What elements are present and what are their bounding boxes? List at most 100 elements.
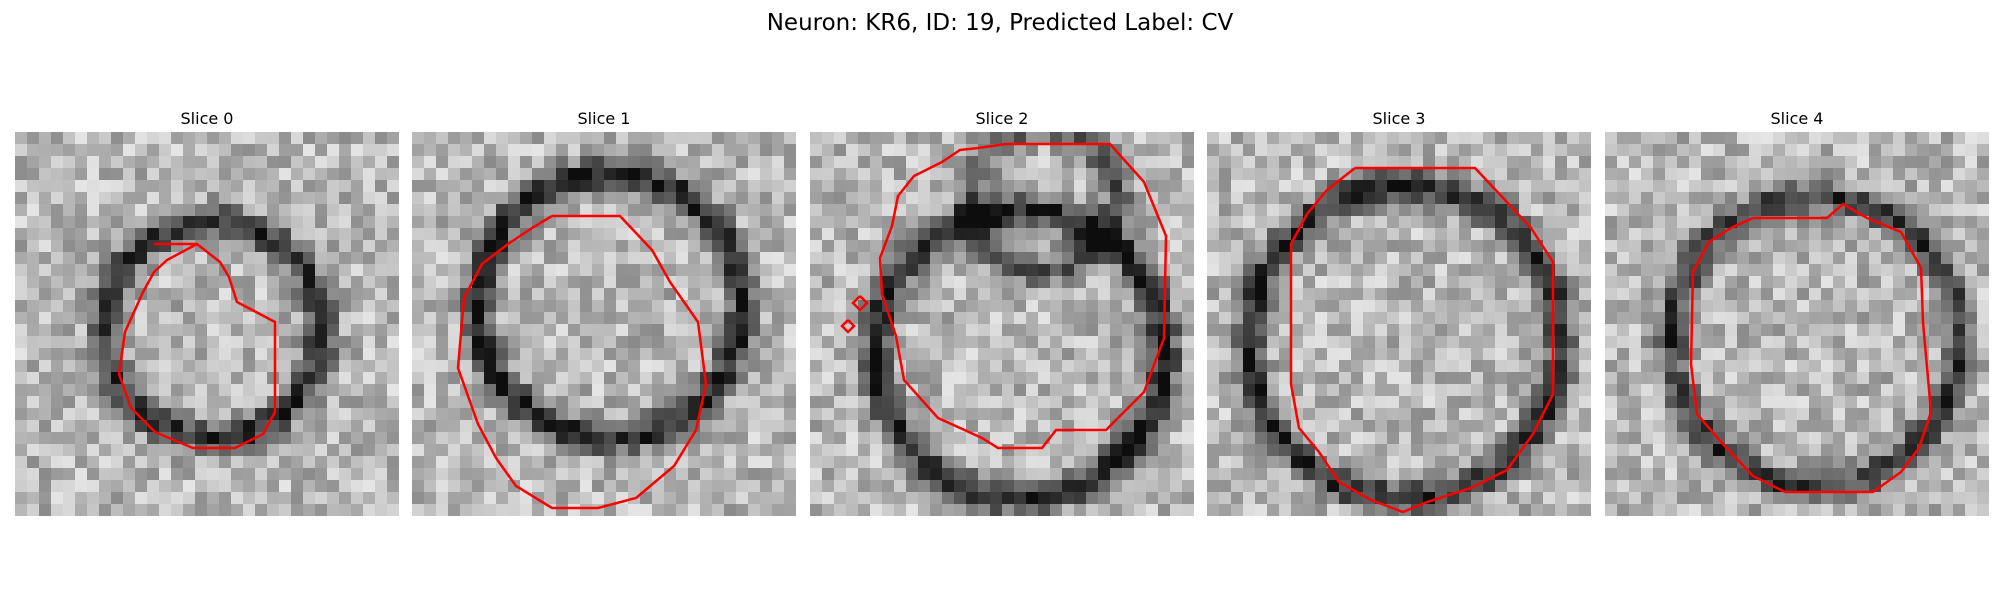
image-pixel bbox=[1869, 432, 1882, 445]
image-pixel bbox=[592, 180, 605, 193]
image-pixel bbox=[1773, 360, 1786, 373]
image-pixel bbox=[966, 276, 979, 289]
image-pixel bbox=[63, 312, 76, 325]
image-pixel bbox=[906, 156, 919, 169]
image-pixel bbox=[966, 288, 979, 301]
image-pixel bbox=[1423, 240, 1436, 253]
image-pixel bbox=[183, 180, 196, 193]
image-pixel bbox=[219, 456, 232, 469]
image-pixel bbox=[1833, 132, 1846, 145]
image-pixel bbox=[784, 480, 796, 493]
image-pixel bbox=[544, 156, 557, 169]
image-pixel bbox=[472, 384, 485, 397]
image-pixel bbox=[1219, 348, 1232, 361]
image-pixel bbox=[882, 396, 895, 409]
image-pixel bbox=[387, 204, 399, 217]
image-pixel bbox=[1267, 336, 1280, 349]
image-pixel bbox=[1701, 180, 1714, 193]
image-pixel bbox=[954, 348, 967, 361]
image-pixel bbox=[123, 276, 136, 289]
image-pixel bbox=[279, 240, 292, 253]
image-pixel bbox=[1447, 156, 1460, 169]
image-pixel bbox=[183, 300, 196, 313]
image-pixel bbox=[363, 276, 376, 289]
image-pixel bbox=[712, 468, 725, 481]
image-pixel bbox=[652, 492, 665, 505]
image-pixel bbox=[1965, 408, 1978, 421]
image-pixel bbox=[1869, 192, 1882, 205]
image-pixel bbox=[327, 372, 340, 385]
image-pixel bbox=[1641, 360, 1654, 373]
image-pixel bbox=[520, 288, 533, 301]
image-pixel bbox=[1122, 408, 1135, 421]
image-pixel bbox=[1677, 324, 1690, 337]
image-pixel bbox=[472, 504, 485, 516]
image-pixel bbox=[39, 336, 52, 349]
image-pixel bbox=[243, 480, 256, 493]
image-pixel bbox=[279, 312, 292, 325]
image-pixel bbox=[1641, 228, 1654, 241]
image-pixel bbox=[387, 264, 399, 277]
image-pixel bbox=[63, 168, 76, 181]
image-pixel bbox=[1110, 468, 1123, 481]
image-pixel bbox=[1243, 300, 1256, 313]
image-pixel bbox=[1002, 372, 1015, 385]
image-pixel bbox=[640, 192, 653, 205]
image-pixel bbox=[628, 168, 641, 181]
image-pixel bbox=[267, 372, 280, 385]
image-pixel bbox=[1785, 252, 1798, 265]
image-pixel bbox=[846, 324, 859, 337]
image-pixel bbox=[1929, 252, 1942, 265]
image-pixel bbox=[1182, 132, 1194, 145]
image-pixel bbox=[460, 324, 473, 337]
image-pixel bbox=[135, 444, 148, 457]
image-pixel bbox=[1471, 216, 1484, 229]
image-pixel bbox=[1665, 240, 1678, 253]
image-pixel bbox=[676, 312, 689, 325]
image-pixel bbox=[1098, 360, 1111, 373]
image-pixel bbox=[942, 468, 955, 481]
image-pixel bbox=[1459, 204, 1472, 217]
image-pixel bbox=[1423, 132, 1436, 145]
image-pixel bbox=[1062, 216, 1075, 229]
image-pixel bbox=[472, 300, 485, 313]
image-pixel bbox=[1893, 408, 1906, 421]
image-pixel bbox=[760, 276, 773, 289]
image-pixel bbox=[231, 252, 244, 265]
image-pixel bbox=[1267, 384, 1280, 397]
image-pixel bbox=[1411, 144, 1424, 157]
image-pixel bbox=[1471, 372, 1484, 385]
image-pixel bbox=[315, 468, 328, 481]
image-pixel bbox=[1002, 276, 1015, 289]
image-pixel bbox=[508, 252, 521, 265]
image-pixel bbox=[1243, 156, 1256, 169]
image-pixel bbox=[207, 132, 220, 145]
image-pixel bbox=[1435, 360, 1448, 373]
image-pixel bbox=[1182, 324, 1194, 337]
image-pixel bbox=[628, 408, 641, 421]
image-pixel bbox=[303, 456, 316, 469]
image-pixel bbox=[1423, 312, 1436, 325]
image-pixel bbox=[966, 192, 979, 205]
image-pixel bbox=[1423, 180, 1436, 193]
image-pixel bbox=[1953, 288, 1966, 301]
image-pixel bbox=[1965, 360, 1978, 373]
image-pixel bbox=[207, 360, 220, 373]
image-pixel bbox=[918, 192, 931, 205]
image-pixel bbox=[544, 432, 557, 445]
image-pixel bbox=[472, 228, 485, 241]
image-pixel bbox=[1303, 372, 1316, 385]
image-pixel bbox=[255, 192, 268, 205]
image-pixel bbox=[315, 180, 328, 193]
image-pixel bbox=[147, 468, 160, 481]
image-pixel bbox=[1411, 288, 1424, 301]
image-pixel bbox=[1303, 492, 1316, 505]
image-pixel bbox=[1471, 252, 1484, 265]
image-pixel bbox=[1653, 456, 1666, 469]
image-pixel bbox=[484, 420, 497, 433]
image-pixel bbox=[1026, 288, 1039, 301]
image-pixel bbox=[1941, 180, 1954, 193]
image-pixel bbox=[1038, 204, 1051, 217]
image-pixel bbox=[930, 228, 943, 241]
image-pixel bbox=[1773, 372, 1786, 385]
